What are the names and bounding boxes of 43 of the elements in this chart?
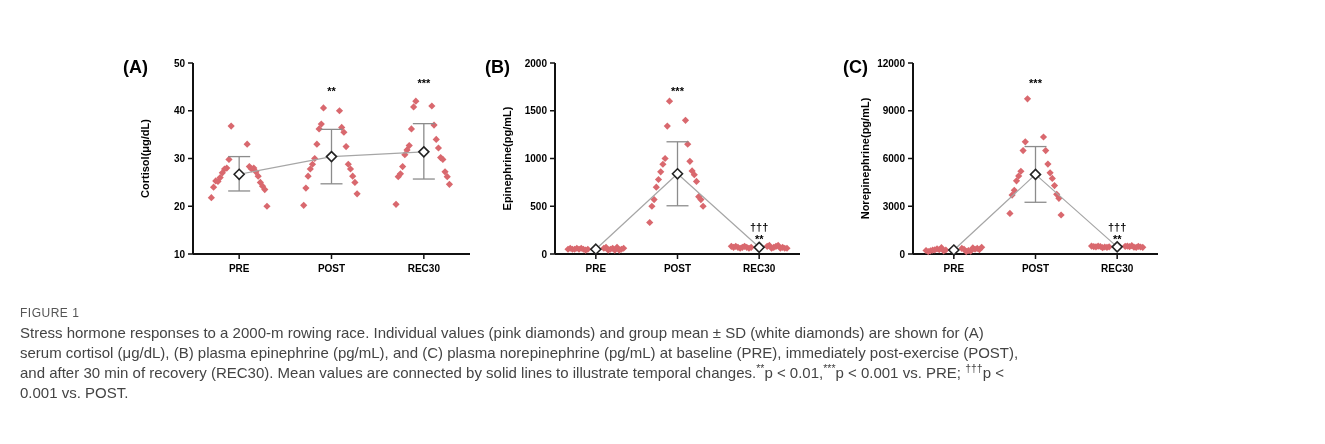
x-tick-label: REC30 <box>407 263 441 274</box>
y-tick-label: 6000 <box>882 153 906 164</box>
chart-title: (C) <box>843 57 868 77</box>
y-tick-label: 500 <box>530 200 548 212</box>
x-tick-label: REC30 <box>1101 263 1134 274</box>
y-axis-title: Epinephrine(pg/mL) <box>501 106 513 211</box>
y-tick-label: 20 <box>173 200 186 212</box>
annotation: ** <box>754 232 765 245</box>
y-tick-label: 9000 <box>882 105 906 117</box>
annotation: ** <box>327 84 337 97</box>
y-tick-label: 10 <box>173 248 186 260</box>
y-tick-label: 2000 <box>524 57 548 69</box>
annotation: *** <box>671 84 685 97</box>
x-tick-label: POST <box>1021 263 1050 274</box>
text: 0.001 vs. POST. <box>20 384 129 401</box>
annotation: ††† <box>1107 220 1127 233</box>
annotation: ††† <box>749 220 769 233</box>
text: and after 30 min of recovery (REC30). Mean values are connected by solid lines to illustrate temporal changes.$^{**}$p < 0.01,$^{***}$p < 0.001 vs. PRE; $^{†††}$p < <box>20 362 1005 381</box>
x-tick-label: PRE <box>943 263 965 274</box>
y-tick-label: 12000 <box>877 57 906 69</box>
text: Stress hormone responses to a 2000-m rowing race. Individual values (pink diamonds) and group mean ± SD (white diamonds) are shown for (A) <box>20 324 984 341</box>
text: serum cortisol (μg/dL), (B) plasma epinephrine (pg/mL), and (C) plasma norepinephrine (pg/mL) at baseline (PRE), immediately post-exercise (POST), <box>20 344 1019 361</box>
x-tick-label: PRE <box>585 263 607 274</box>
y-tick-label: 40 <box>173 105 186 117</box>
x-tick-label: POST <box>317 263 346 274</box>
y-tick-label: 0 <box>899 248 906 260</box>
x-tick-label: REC30 <box>743 263 776 274</box>
annotation: *** <box>1029 76 1043 89</box>
y-tick-label: 1500 <box>524 105 548 117</box>
x-tick-label: POST <box>663 263 692 274</box>
y-tick-label: 0 <box>541 248 548 260</box>
chart-title: (B) <box>485 57 510 77</box>
y-tick-label: 1000 <box>524 153 548 164</box>
y-tick-label: 50 <box>173 57 186 69</box>
y-tick-label: 30 <box>173 153 186 164</box>
y-tick-label: 3000 <box>882 200 906 212</box>
y-axis-title: Cortisol(μg/dL) <box>139 118 151 198</box>
chart-title: (A) <box>123 57 148 77</box>
text: FIGURE 1 <box>20 306 80 320</box>
annotation: *** <box>417 76 431 89</box>
y-axis-title: Norepinephrine(pg/mL) <box>859 97 871 220</box>
annotation: ** <box>1112 232 1123 245</box>
x-tick-label: PRE <box>228 263 250 274</box>
